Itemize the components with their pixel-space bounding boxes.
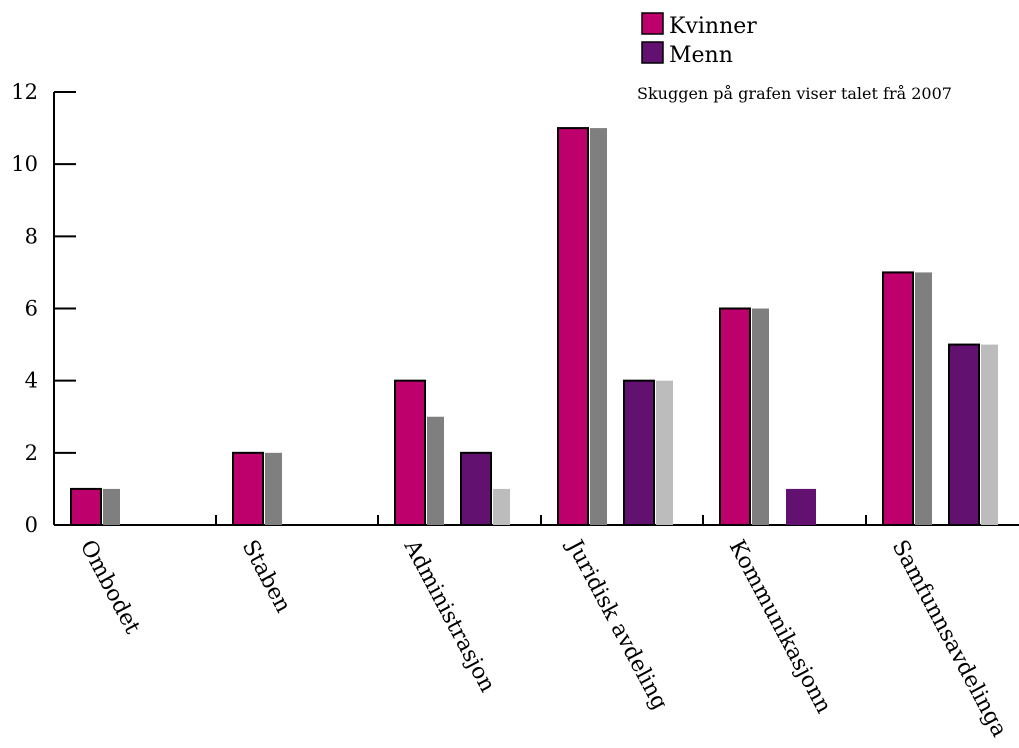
bar-kvinner-2007-samfunnsavdelinga (915, 272, 932, 525)
category-label: Juridisk avdeling (561, 534, 672, 714)
shadow-note: Skuggen på grafen viser talet frå 2007 (637, 84, 952, 103)
bar-menn-2007-samfunnsavdelinga (981, 344, 998, 525)
bar-kvinner-2007-kommunikasjonn (752, 308, 769, 525)
legend-label-menn: Menn (669, 43, 733, 68)
bar-menn-kommunikasjonn (786, 488, 816, 525)
y-tick-label-4: 4 (25, 369, 38, 393)
legend-swatch-kvinner (641, 12, 664, 35)
y-tick-label-0: 0 (25, 513, 38, 537)
axes: 0 2 4 6 8 10 12 (11, 80, 1019, 537)
bar-menn-juridisk-avdeling (623, 379, 655, 526)
bar-kvinner-staben (232, 451, 264, 527)
category-label: Samfunnsavdelinga (887, 536, 1012, 741)
y-tick-label-2: 2 (25, 441, 38, 465)
legend: Kvinner Menn (641, 12, 757, 68)
y-tick-label-10: 10 (11, 152, 38, 176)
legend-label-kvinner: Kvinner (669, 14, 757, 39)
bar-kvinner-2007-ombodet (103, 488, 120, 525)
y-tick-label-6: 6 (25, 297, 38, 321)
bar-kvinner-2007-administrasjon (427, 416, 444, 525)
bar-kvinner-administrasjon (394, 379, 426, 526)
labels: Ombodet Staben Administrasjon Juridisk avde… (75, 534, 1012, 741)
bar-kvinner-kommunikasjonn (719, 307, 751, 526)
bar-menn-samfunnsavdelinga (948, 343, 980, 527)
bars (70, 127, 998, 527)
category-label: Administrasjon (398, 535, 500, 696)
category-label: Kommunikasjonn (724, 536, 836, 718)
bar-kvinner-2007-juridisk-avdeling (590, 128, 607, 526)
y-tick-label-8: 8 (25, 224, 38, 248)
legend-swatch-menn (641, 41, 664, 64)
category-label: Staben (237, 536, 296, 617)
bar-kvinner-samfunnsavdelinga (882, 271, 914, 526)
bar-menn-administrasjon (460, 451, 492, 527)
bar-menn-2007-administrasjon (493, 488, 510, 525)
bar-kvinner-ombodet (70, 487, 102, 526)
y-tick-label-12: 12 (11, 80, 38, 104)
category-label: Ombodet (75, 536, 145, 638)
bar-menn-2007-juridisk-avdeling (656, 380, 673, 525)
bar-kvinner-juridisk-avdeling (557, 127, 589, 526)
bar-kvinner-2007-staben (265, 452, 282, 525)
